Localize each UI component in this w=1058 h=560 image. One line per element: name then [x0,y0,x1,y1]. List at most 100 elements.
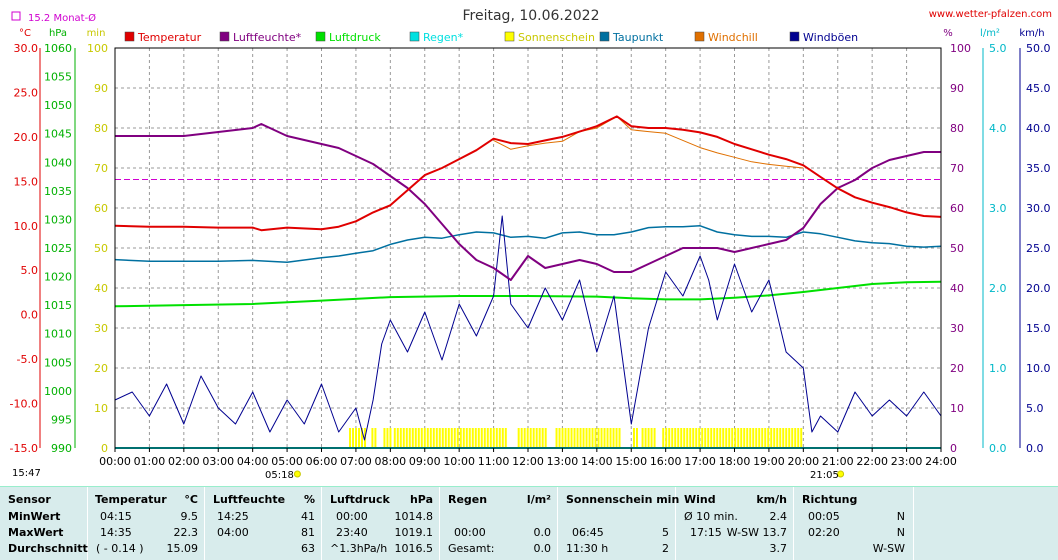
humidity-tick-label: 80 [950,122,964,135]
sunshine-bar [597,428,600,448]
rain-tick-label: 5.0 [989,42,1007,55]
plot-frame [114,47,942,449]
stats-humidity-max: 81 [301,526,315,539]
stats-temp-trend: ( - 0.14 ) [96,542,144,555]
temp-tick-label: 20.0 [14,131,39,144]
sunshine-bar [779,428,782,448]
legend-label: Windböen [803,31,858,44]
stats-direction-avg: W-SW [872,542,905,555]
sun-tick-label: 50 [94,242,108,255]
sunshine-bar [558,428,561,448]
pressure-tick-label: 1040 [44,156,72,169]
sunshine-bar [710,428,713,448]
temp-unit-label: °C [19,28,31,39]
legend-swatch [124,31,135,42]
sunshine-bar [698,428,701,448]
chart-legend: Temperatur Luftfeuchte* Luftdruck Regen* Son… [124,31,858,44]
sunshine-bar [591,428,594,448]
sunshine-bar [529,428,532,448]
sunshine-bar [755,428,758,448]
sunshine-bar [707,428,710,448]
sunshine-bar [426,428,429,448]
stats-direction-min: N [896,510,905,523]
humidity-tick-label: 100 [950,42,971,55]
sunshine-bar [674,428,677,448]
sunshine-bar [653,428,656,448]
sunshine-bar [752,428,755,448]
sunshine-bar [582,428,585,448]
sunshine-bar [573,428,576,448]
legend-swatch [694,31,705,42]
sunshine-bar [671,428,674,448]
wind-tick-label: 30.0 [1026,202,1051,215]
temp-tick-label: -5.0 [17,353,38,366]
x-tick-label: 00:00 [99,455,131,468]
sunshine-bar [389,428,392,448]
sunshine-bar [393,428,396,448]
sunshine-bar [438,428,441,448]
x-tick-label: 19:00 [753,455,785,468]
sunshine-bar [588,428,591,448]
humidity-tick-label: 70 [950,162,964,175]
wind-tick-label: 25.0 [1026,242,1051,255]
x-tick-label: 08:00 [374,455,406,468]
sun-tick-label: 20 [94,362,108,375]
x-tick-label: 12:00 [512,455,544,468]
sunshine-bar [520,428,523,448]
stats-pressure-max: 1019.1 [394,526,434,539]
chart-background [0,0,1058,486]
sunshine-bar [498,428,501,448]
x-tick-label: 16:00 [650,455,682,468]
sunshine-bar [683,428,686,448]
x-tick-label: 11:00 [478,455,510,468]
sunshine-bar [538,428,541,448]
stats-direction-min-time: 00:05 [808,510,840,523]
legend-label: Taupunkt [612,31,664,44]
sun-tick-label: 100 [87,42,108,55]
site-link[interactable]: www.wetter-pfalzen.com [929,9,1052,20]
x-tick-label: 10:00 [443,455,475,468]
sunshine-bar [704,428,707,448]
sunshine-bar [788,428,791,448]
rain-tick-label: 0.0 [989,442,1007,455]
sunshine-bar [722,428,725,448]
sunshine-bar [501,428,504,448]
temp-tick-label: -10.0 [10,398,38,411]
sunrise-time-label: 05:18 [265,470,294,481]
stats-pressure-avg: 1016.5 [394,542,434,555]
sunshine-bar [420,428,423,448]
sunshine-bar [737,428,740,448]
sunshine-bar [561,428,564,448]
legend-swatch [789,31,800,42]
stats-humidity-max-time: 04:00 [217,526,249,539]
x-tick-label: 24:00 [925,455,957,468]
sunrise-marker [293,470,301,478]
sunshine-bar [402,428,405,448]
legend-swatch [504,31,515,42]
sunshine-bar [719,428,722,448]
stats-row-label-max: MaxWert [8,526,64,539]
sunshine-bar [579,428,582,448]
chart-title: Freitag, 10.06.2022 [463,8,600,24]
stats-row-label-min: MinWert [8,510,61,523]
stats-rain-total-label: Gesamt: [448,542,495,555]
x-tick-label: 20:00 [787,455,819,468]
wind-tick-label: 50.0 [1026,42,1051,55]
sunshine-bar [564,428,567,448]
wind-unit-label: km/h [1019,28,1044,39]
sunshine-bar [414,428,417,448]
sun-tick-label: 90 [94,82,108,95]
x-tick-label: 02:00 [168,455,200,468]
temp-tick-label: 0.0 [21,309,39,322]
sunshine-bar [523,428,526,448]
stats-temp-avg: 15.09 [166,542,199,555]
stats-humidity-avg: 63 [301,542,315,555]
sunshine-bar [600,428,603,448]
stats-temp-min: 9.5 [180,510,199,523]
sunshine-bar [444,428,447,448]
sunshine-bar [483,428,486,448]
pressure-tick-label: 1000 [44,385,72,398]
sunshine-bar [668,428,671,448]
sunshine-bar [576,428,579,448]
sunshine-bar [355,428,358,448]
